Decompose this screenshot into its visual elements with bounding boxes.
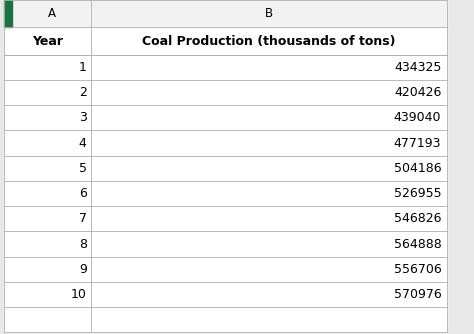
Text: A: A [48,7,56,20]
Text: 439040: 439040 [394,111,441,124]
Text: 546826: 546826 [394,212,441,225]
Text: 434325: 434325 [394,61,441,74]
Text: 526955: 526955 [394,187,441,200]
Text: 556706: 556706 [393,263,441,276]
Text: Year: Year [32,35,63,47]
Text: 477193: 477193 [394,137,441,150]
Text: Coal Production (thousands of tons): Coal Production (thousands of tons) [143,35,396,47]
Text: 1: 1 [79,61,87,74]
Text: 6: 6 [79,187,87,200]
Text: 420426: 420426 [394,86,441,99]
Text: B: B [265,7,273,20]
Bar [4,0,12,27]
Text: 8: 8 [79,237,87,250]
Text: 10: 10 [71,288,87,301]
Bar [4,0,447,27]
Text: 504186: 504186 [394,162,441,175]
Text: 5: 5 [79,162,87,175]
Text: 3: 3 [79,111,87,124]
Text: 7: 7 [79,212,87,225]
Text: 9: 9 [79,263,87,276]
Text: 570976: 570976 [393,288,441,301]
Text: 2: 2 [79,86,87,99]
Text: 564888: 564888 [393,237,441,250]
Text: 4: 4 [79,137,87,150]
